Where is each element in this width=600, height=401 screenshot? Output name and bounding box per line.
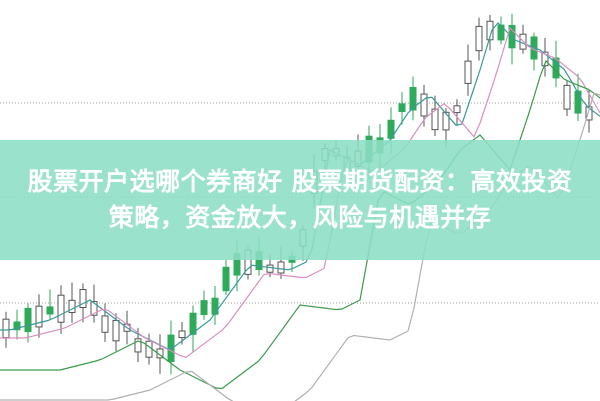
- candle-body: [222, 266, 230, 292]
- candle-body: [574, 90, 582, 114]
- candle-body: [420, 93, 428, 117]
- candle-body: [79, 288, 87, 309]
- candle-body: [398, 103, 406, 112]
- candle-body: [57, 294, 65, 323]
- candle-body: [453, 105, 461, 114]
- candle-body: [266, 264, 274, 273]
- candle-body: [46, 306, 54, 315]
- headline-line-1: 股票开户选哪个券商好 股票期货配资：高效投资: [27, 167, 573, 196]
- candle-body: [409, 86, 417, 111]
- candle-body: [2, 318, 10, 339]
- candle-body: [541, 51, 549, 67]
- candle-body: [486, 20, 494, 41]
- candle-body: [464, 60, 472, 84]
- candle-body: [189, 312, 197, 335]
- candle-body: [90, 301, 98, 316]
- candle-body: [431, 108, 439, 131]
- candle-body: [178, 330, 186, 339]
- candle-body: [200, 300, 208, 316]
- candle-body: [475, 25, 483, 52]
- candle-body: [134, 338, 142, 353]
- candle-body: [112, 319, 120, 342]
- candle-body: [68, 299, 76, 313]
- candle-body: [442, 111, 450, 131]
- candle-body: [145, 340, 153, 358]
- candle-body: [563, 84, 571, 110]
- moving-average-line: [0, 22, 600, 350]
- candle-body: [101, 315, 109, 333]
- headline-banner: 股票开户选哪个券商好 股票期货配资：高效投资 策略，资金放大，风险与机遇并存: [0, 140, 600, 260]
- candle-body: [277, 261, 285, 274]
- moving-average-line: [0, 26, 600, 358]
- candle-body: [211, 297, 219, 315]
- candle-body: [35, 305, 43, 328]
- candle-body: [497, 24, 505, 41]
- candle-body: [13, 321, 21, 331]
- candle-body: [585, 106, 593, 121]
- candle-body: [24, 307, 32, 333]
- headline-line-2: 策略，资金放大，风险与机遇并存: [108, 203, 492, 232]
